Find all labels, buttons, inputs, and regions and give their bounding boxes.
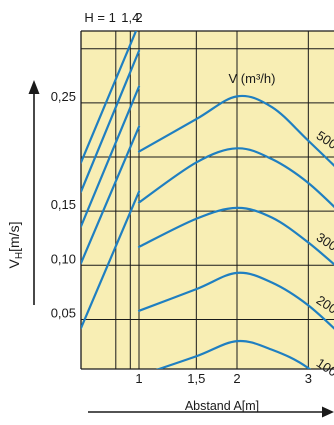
curves <box>81 31 334 369</box>
entry-line <box>81 190 141 330</box>
entry-line <box>81 49 141 193</box>
x-tick-label: 2 <box>233 371 240 386</box>
svg-text:VH[m/s]: VH[m/s] <box>6 222 25 269</box>
entry-line <box>81 85 141 228</box>
series-curve <box>155 339 312 369</box>
x-axis-label: Abstand A[m] <box>185 399 259 413</box>
top-tick-label: 2 <box>135 10 142 25</box>
y-axis-label: VH[m/s] <box>6 222 25 269</box>
x-tick-label: 3 <box>305 371 312 386</box>
curve-group-label: V (m³/h) <box>229 71 276 86</box>
series-curve <box>137 94 334 167</box>
top-tick-label: H = 1 <box>84 10 115 25</box>
x-tick-label: 1 <box>135 371 142 386</box>
x-tick-label: 1,5 <box>187 371 205 386</box>
y-tick-label: 0,15 <box>51 197 76 212</box>
entry-line <box>81 125 141 265</box>
x-axis-arrow <box>88 406 334 418</box>
y-tick-label: 0,25 <box>51 89 76 104</box>
series-curve <box>137 271 334 330</box>
series-curve <box>137 147 334 209</box>
y-axis-label-unit: [m/s] <box>6 222 22 252</box>
y-axis-label-sub: H <box>14 252 25 259</box>
y-axis-label-main: V <box>6 258 22 268</box>
top-tick-label: 1,4 <box>121 10 139 25</box>
plot-background <box>81 31 334 369</box>
y-tick-label: 0,05 <box>51 305 76 320</box>
series-curve <box>137 206 334 266</box>
y-tick-label: 0,10 <box>51 251 76 266</box>
entry-line <box>81 31 138 164</box>
y-axis-arrow <box>28 80 40 305</box>
